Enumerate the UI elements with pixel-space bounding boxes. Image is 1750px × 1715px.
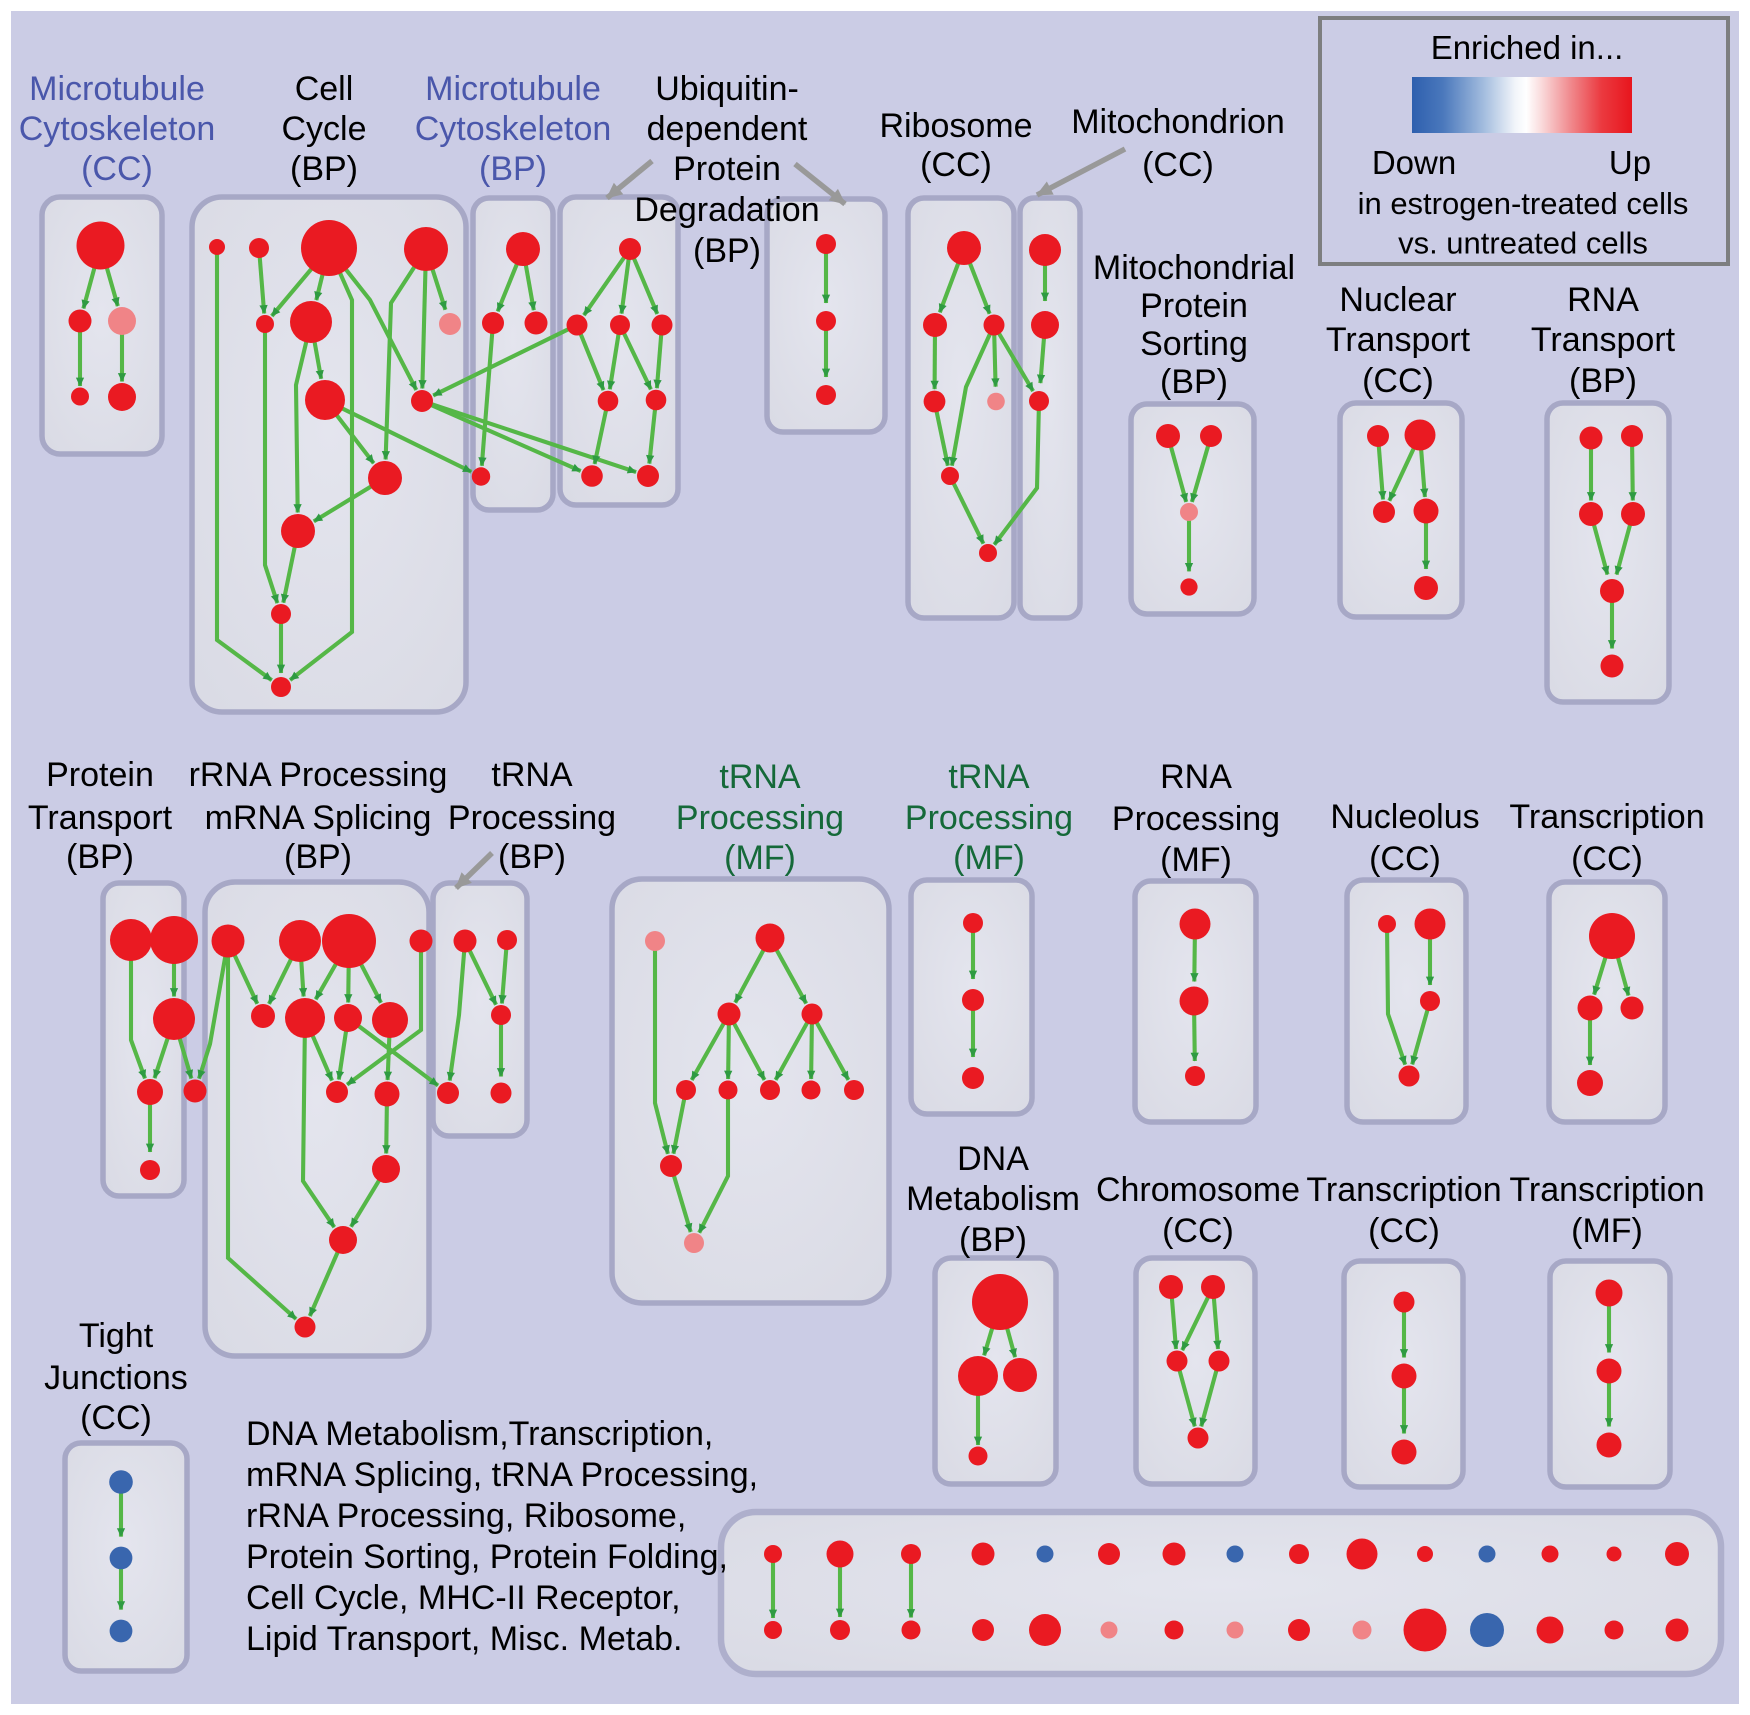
svg-text:Ribosome: Ribosome [879, 107, 1032, 145]
svg-text:(BP): (BP) [693, 232, 761, 270]
svg-text:RNA: RNA [1160, 758, 1232, 796]
svg-text:(CC): (CC) [81, 150, 153, 188]
svg-text:Protein: Protein [673, 150, 781, 188]
svg-text:Processing: Processing [1112, 800, 1280, 838]
svg-text:Chromosome: Chromosome [1096, 1171, 1300, 1209]
svg-text:vs. untreated cells: vs. untreated cells [1398, 226, 1648, 261]
svg-text:(CC): (CC) [1368, 1212, 1440, 1250]
svg-text:(BP): (BP) [66, 838, 134, 876]
svg-text:Transport: Transport [1326, 321, 1471, 359]
svg-text:(BP): (BP) [959, 1221, 1027, 1259]
svg-text:Cell Cycle, MHC-II Receptor,: Cell Cycle, MHC-II Receptor, [246, 1579, 681, 1617]
svg-text:(BP): (BP) [284, 838, 352, 876]
svg-text:Nuclear: Nuclear [1339, 281, 1456, 319]
svg-text:(CC): (CC) [1369, 840, 1441, 878]
svg-text:(BP): (BP) [290, 150, 358, 188]
svg-text:tRNA: tRNA [491, 756, 573, 794]
svg-text:(BP): (BP) [498, 838, 566, 876]
svg-text:rRNA Processing, Ribosome,: rRNA Processing, Ribosome, [246, 1497, 686, 1535]
svg-text:tRNA: tRNA [948, 758, 1030, 796]
svg-text:Up: Up [1609, 144, 1651, 181]
svg-text:Sorting: Sorting [1140, 325, 1248, 363]
svg-text:(MF): (MF) [724, 839, 796, 877]
svg-text:(CC): (CC) [1571, 840, 1643, 878]
svg-text:Cytoskeleton: Cytoskeleton [19, 110, 216, 148]
svg-text:dependent: dependent [647, 110, 808, 148]
svg-text:(CC): (CC) [920, 146, 992, 184]
svg-text:Transport: Transport [28, 799, 173, 837]
svg-text:Junctions: Junctions [44, 1359, 188, 1397]
svg-text:mRNA Splicing, tRNA Processing: mRNA Splicing, tRNA Processing, [246, 1456, 758, 1494]
svg-text:(CC): (CC) [1142, 146, 1214, 184]
svg-text:Transport: Transport [1531, 321, 1676, 359]
svg-text:Processing: Processing [448, 799, 616, 837]
svg-text:in estrogen-treated cells: in estrogen-treated cells [1358, 186, 1689, 221]
svg-text:DNA: DNA [957, 1140, 1029, 1178]
svg-text:(BP): (BP) [1569, 362, 1637, 400]
svg-text:Microtubule: Microtubule [425, 70, 601, 108]
svg-text:Processing: Processing [676, 799, 844, 837]
svg-text:(CC): (CC) [1362, 362, 1434, 400]
svg-text:DNA Metabolism,Transcription,: DNA Metabolism,Transcription, [246, 1415, 713, 1453]
svg-text:Down: Down [1372, 144, 1456, 181]
svg-text:Microtubule: Microtubule [29, 70, 205, 108]
svg-text:Cell: Cell [295, 70, 354, 108]
svg-text:Transcription: Transcription [1509, 1171, 1704, 1209]
svg-text:Ubiquitin-: Ubiquitin- [655, 70, 799, 108]
svg-text:Cycle: Cycle [281, 110, 366, 148]
svg-text:(MF): (MF) [953, 839, 1025, 877]
svg-text:Protein: Protein [46, 756, 154, 794]
svg-text:Tight: Tight [79, 1317, 154, 1355]
svg-text:RNA: RNA [1567, 281, 1639, 319]
svg-text:rRNA Processing: rRNA Processing [189, 756, 448, 794]
svg-text:Lipid Transport, Misc. Metab.: Lipid Transport, Misc. Metab. [246, 1620, 683, 1658]
svg-text:Transcription: Transcription [1306, 1171, 1501, 1209]
svg-text:Processing: Processing [905, 799, 1073, 837]
svg-text:(CC): (CC) [1162, 1212, 1234, 1250]
svg-text:Protein: Protein [1140, 287, 1248, 325]
svg-text:Metabolism: Metabolism [906, 1180, 1080, 1218]
svg-text:(BP): (BP) [479, 150, 547, 188]
svg-text:Nucleolus: Nucleolus [1330, 798, 1479, 836]
svg-text:Protein Sorting, Protein Foldi: Protein Sorting, Protein Folding, [246, 1538, 728, 1576]
svg-text:Degradation: Degradation [634, 191, 819, 229]
svg-text:(MF): (MF) [1571, 1212, 1643, 1250]
svg-text:tRNA: tRNA [719, 758, 801, 796]
svg-text:(CC): (CC) [80, 1399, 152, 1437]
svg-text:(BP): (BP) [1160, 363, 1228, 401]
svg-text:Cytoskeleton: Cytoskeleton [415, 110, 612, 148]
svg-text:Enriched in...: Enriched in... [1431, 29, 1624, 66]
svg-text:(MF): (MF) [1160, 841, 1232, 879]
svg-text:Mitochondrion: Mitochondrion [1071, 103, 1285, 141]
svg-text:Mitochondrial: Mitochondrial [1093, 249, 1295, 287]
svg-text:Transcription: Transcription [1509, 798, 1704, 836]
svg-text:mRNA Splicing: mRNA Splicing [205, 799, 432, 837]
